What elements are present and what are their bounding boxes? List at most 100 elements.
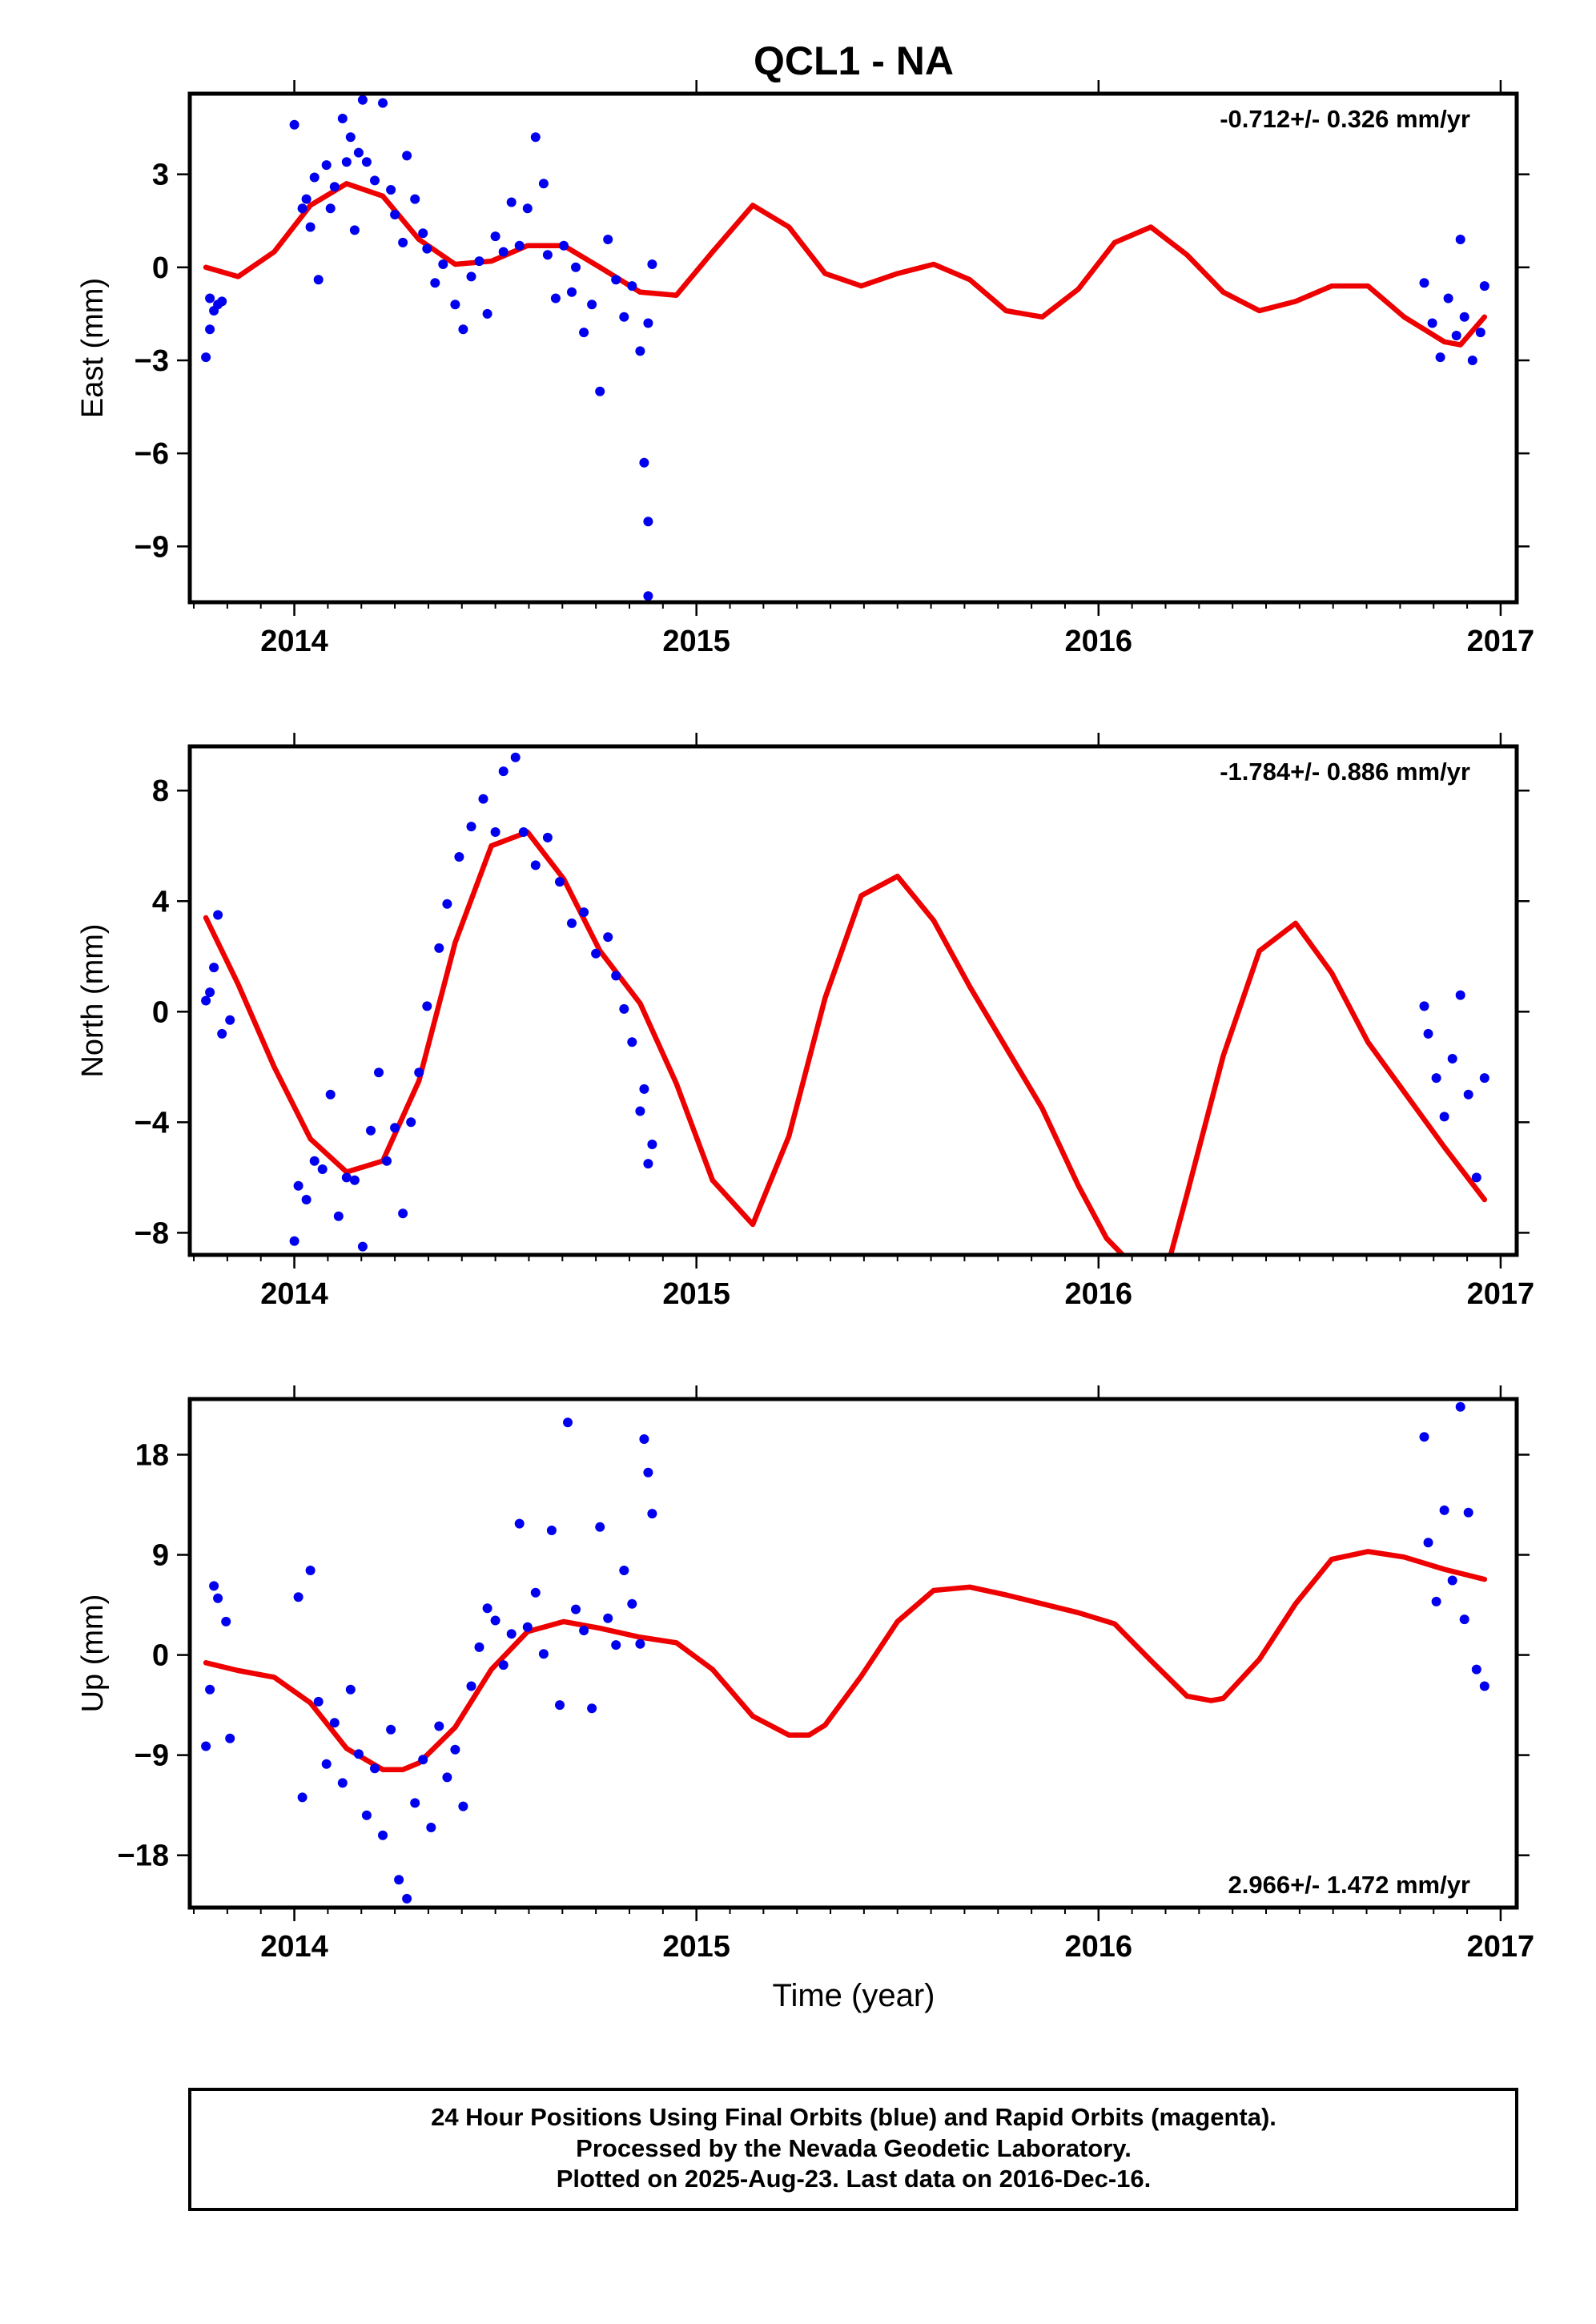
east-data-point	[329, 182, 340, 192]
north-data-point	[454, 852, 464, 862]
east-data-point	[289, 119, 300, 130]
east-data-point	[386, 185, 396, 195]
up-data-point	[345, 1684, 356, 1695]
north-y-tick-label: 8	[152, 774, 169, 808]
up-data-point	[474, 1642, 484, 1652]
east-data-point	[418, 228, 428, 239]
up-data-point	[611, 1640, 621, 1651]
east-data-point	[205, 324, 215, 335]
east-data-point	[1459, 312, 1469, 322]
north-panel: 2014 2015 2016 2017 8 4 0 −4 −8 North (mm) -1.784+…	[76, 733, 1534, 1311]
east-data-point	[398, 237, 408, 247]
up-data-point	[627, 1598, 637, 1609]
north-data-point	[406, 1117, 416, 1128]
footer-box: 24 Hour Positions Using Final Orbits (bl…	[188, 2088, 1518, 2211]
up-data-point	[221, 1616, 231, 1626]
up-data-point	[329, 1718, 340, 1728]
north-data-point	[414, 1068, 424, 1078]
up-x-tick-label: 2017	[1467, 1930, 1535, 1964]
north-data-point	[530, 860, 541, 870]
east-data-point	[378, 98, 388, 108]
up-data-point	[619, 1566, 629, 1575]
north-y-tick-label: 0	[152, 995, 169, 1029]
up-data-point	[394, 1875, 404, 1885]
north-data-point	[542, 832, 553, 842]
up-data-point	[321, 1759, 332, 1769]
north-data-point	[639, 1084, 649, 1094]
east-data-point	[567, 287, 577, 297]
up-data-point	[555, 1700, 565, 1711]
north-data-point	[225, 1015, 235, 1025]
north-y-tick-label: 4	[152, 885, 169, 919]
east-data-point	[410, 194, 420, 204]
east-data-point	[619, 312, 629, 322]
north-rate-label: -1.784+/- 0.886 mm/yr	[1220, 758, 1470, 786]
east-data-point	[1455, 235, 1465, 244]
up-data-point	[587, 1703, 597, 1714]
up-data-point	[1431, 1596, 1441, 1606]
up-y-axis-label: Up (mm)	[76, 1594, 110, 1713]
up-x-tick-label: 2015	[662, 1930, 730, 1964]
north-data-point	[209, 963, 219, 973]
up-data-point	[482, 1603, 492, 1614]
up-data-point	[538, 1649, 549, 1659]
up-data-point	[546, 1526, 557, 1535]
north-data-point	[422, 1001, 432, 1011]
east-data-point	[1479, 281, 1489, 292]
up-data-point	[514, 1518, 525, 1529]
north-data-point	[579, 907, 589, 918]
x-axis-label: Time (year)	[773, 1978, 935, 2013]
up-data-point	[361, 1810, 372, 1820]
east-data-point	[370, 175, 380, 186]
east-y-tick-label: −6	[135, 437, 169, 471]
north-data-point	[555, 877, 565, 887]
up-data-point	[1423, 1538, 1433, 1548]
east-data-point	[559, 240, 569, 251]
east-data-point	[1435, 352, 1445, 363]
north-data-point	[201, 995, 211, 1006]
east-data-point	[313, 275, 324, 285]
up-data-point	[1471, 1664, 1481, 1675]
footer-line-1: 24 Hour Positions Using Final Orbits (bl…	[431, 2103, 1276, 2131]
north-data-point	[309, 1156, 320, 1166]
north-data-point	[498, 766, 509, 777]
east-data-point	[341, 157, 352, 167]
east-x-tick-label: 2016	[1065, 625, 1133, 658]
up-y-tick-label: 18	[135, 1438, 169, 1472]
up-data-point	[595, 1522, 605, 1532]
up-y-tick-label: −18	[118, 1839, 169, 1873]
east-data-point	[390, 210, 400, 219]
north-data-point	[1471, 1172, 1481, 1183]
up-data-point	[402, 1893, 412, 1904]
up-data-point	[490, 1615, 501, 1626]
north-data-point	[1419, 1001, 1429, 1011]
east-y-tick-label: −3	[135, 344, 169, 378]
north-data-point	[366, 1125, 376, 1136]
north-data-point	[382, 1156, 392, 1166]
up-data-point	[639, 1434, 649, 1444]
north-frame	[187, 744, 1519, 1257]
up-data-point	[635, 1638, 645, 1649]
east-data-point	[647, 259, 657, 269]
up-fit-line	[203, 1549, 1488, 1772]
north-data-point	[1431, 1073, 1441, 1084]
up-rate-label: 2.966+/- 1.472 mm/yr	[1228, 1871, 1470, 1899]
up-data-point	[1447, 1575, 1457, 1586]
east-data-point	[337, 114, 348, 123]
north-x-tick-label: 2014	[260, 1277, 328, 1311]
north-data-point	[317, 1164, 328, 1174]
up-x-tick-label: 2016	[1065, 1930, 1133, 1964]
east-data-point	[571, 262, 581, 272]
up-data-point	[305, 1566, 316, 1575]
up-y-tick-label: −9	[135, 1739, 169, 1773]
east-x-tick-label: 2017	[1467, 625, 1535, 658]
east-data-point	[595, 386, 605, 396]
up-data-point	[213, 1593, 223, 1603]
north-data-point	[643, 1159, 653, 1169]
north-data-point	[1463, 1089, 1473, 1100]
east-data-point	[474, 256, 484, 267]
east-y-tick-label: 0	[152, 251, 169, 285]
east-data-point	[490, 231, 501, 242]
east-rate-label: -0.712+/- 0.326 mm/yr	[1220, 105, 1470, 133]
up-data-point	[466, 1681, 476, 1691]
